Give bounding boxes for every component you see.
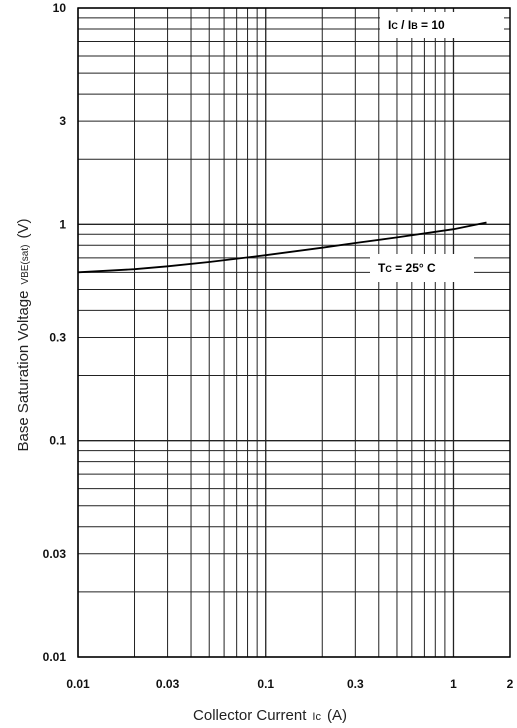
x-tick-label: 0.1 xyxy=(257,677,274,691)
x-axis-label: Collector Current Ic (A) xyxy=(193,707,347,724)
y-tick-label: 0.03 xyxy=(43,547,67,561)
y-axis-label: Base Saturation VoltageVBE(sat)(V) xyxy=(15,219,32,452)
x-tick-label: 0.01 xyxy=(66,677,90,691)
series-line xyxy=(77,221,487,274)
y-axis-ticks: 0.01 0.03 0.1 0.3 1 3 10 xyxy=(43,1,67,664)
x-tick-label: 0.03 xyxy=(156,677,180,691)
x-tick-label: 2 xyxy=(507,677,514,691)
x-axis-ticks: 0.01 0.03 0.1 0.3 1 2 xyxy=(66,677,513,691)
plot-frame xyxy=(77,7,511,658)
y-tick-label: 3 xyxy=(59,114,66,128)
y-tick-label: 0.1 xyxy=(49,434,66,448)
y-tick-label: 10 xyxy=(53,1,67,15)
annotation-text: TC = 25° C xyxy=(378,261,436,275)
y-tick-label: 0.01 xyxy=(43,650,67,664)
annotations: IC / IB = 10 TC = 25° C xyxy=(370,12,504,282)
y-tick-label: 1 xyxy=(59,217,66,231)
x-tick-label: 0.3 xyxy=(347,677,364,691)
series-group xyxy=(77,221,487,274)
x-tick-label: 1 xyxy=(450,677,457,691)
y-tick-label: 0.3 xyxy=(49,330,66,344)
annotation-box xyxy=(370,254,474,282)
annotation-text: IC / IB = 10 xyxy=(388,18,445,32)
annotation-box xyxy=(380,12,504,38)
